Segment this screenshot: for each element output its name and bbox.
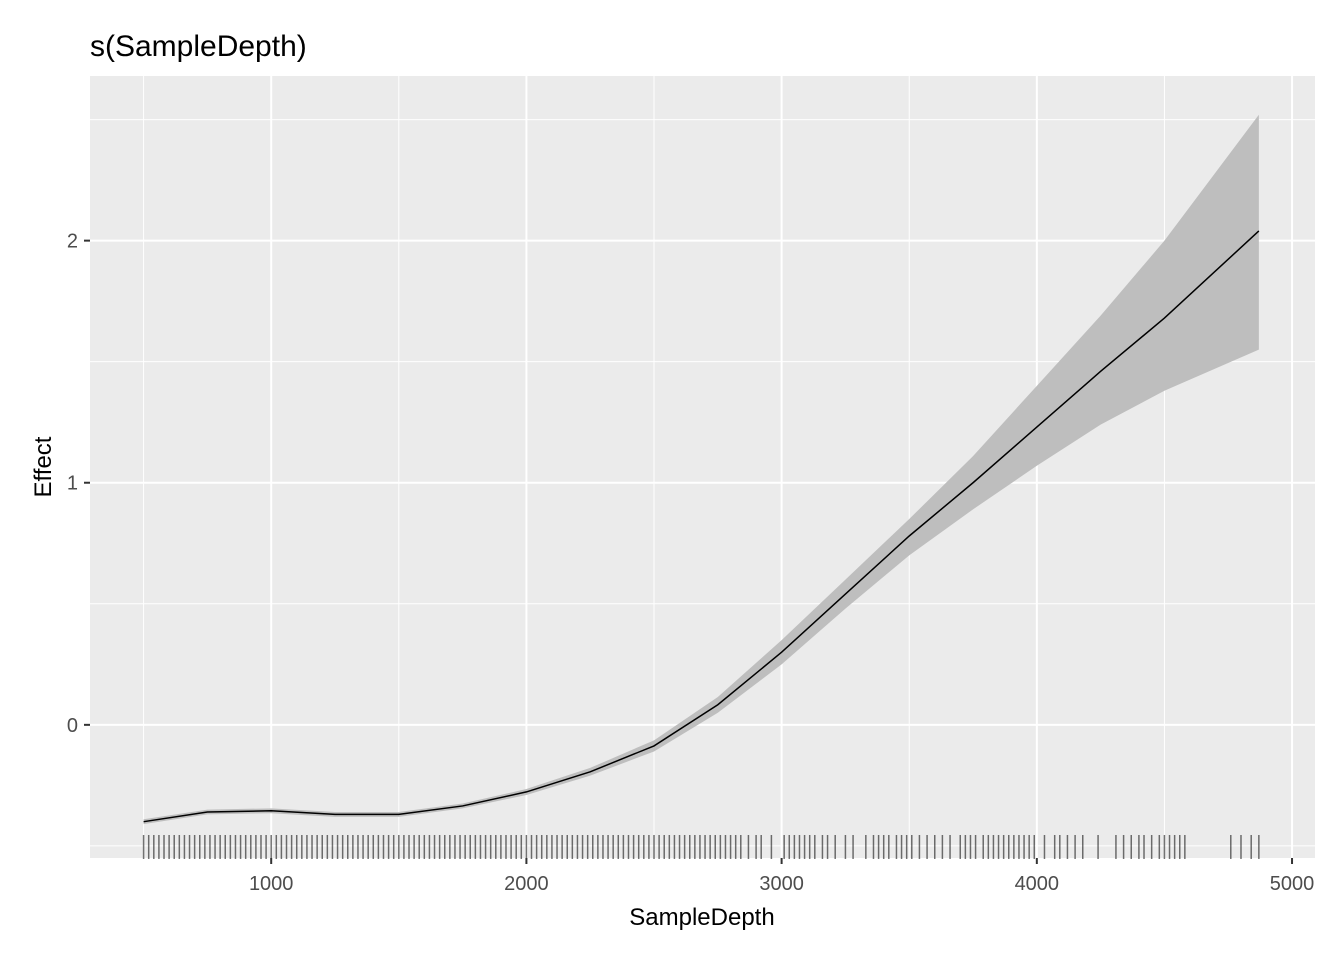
y-tick-label: 2 (67, 231, 78, 253)
x-tick-label: 5000 (1270, 873, 1315, 895)
x-axis-ticks: 1000 2000 3000 4000 5000 (249, 858, 1314, 895)
major-gridlines (90, 76, 1315, 858)
y-axis-ticks: 0 1 2 (67, 231, 90, 737)
plot-panel (90, 76, 1315, 858)
x-tick-label: 1000 (249, 873, 294, 895)
rug (142, 835, 1260, 859)
x-tick-label: 3000 (759, 873, 804, 895)
x-tick-label: 2000 (504, 873, 549, 895)
y-tick-label: 1 (67, 473, 78, 495)
y-axis-label: Effect (30, 436, 57, 497)
smooth-line (143, 230, 1260, 823)
minor-gridlines (90, 76, 1315, 858)
y-tick-label: 0 (67, 715, 78, 737)
chart-title: s(SampleDepth) (90, 30, 307, 63)
x-axis-label: SampleDepth (629, 904, 774, 931)
x-tick-label: 4000 (1015, 873, 1060, 895)
